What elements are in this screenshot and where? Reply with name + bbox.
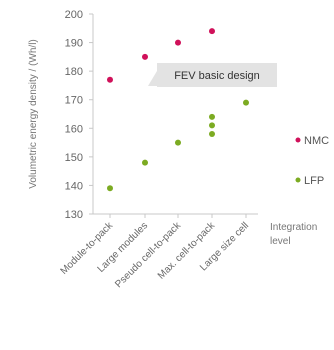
- y-tick-label: 130: [65, 209, 83, 221]
- annotation-label: FEV basic design: [174, 70, 260, 82]
- y-tick-label: 150: [65, 152, 83, 164]
- y-tick-label: 200: [65, 9, 83, 21]
- lfp-point: [209, 122, 215, 129]
- lfp-point: [142, 159, 148, 166]
- y-axis-title: Volumetric energy density / (Wh/l): [28, 39, 39, 189]
- nmc-point: [209, 28, 215, 35]
- legend-label-lfp: LFP: [304, 175, 324, 187]
- lfp-point: [209, 113, 215, 120]
- x-tick-label: Max. cell-to-pack: [156, 220, 218, 282]
- x-tick-label: Pseudo cell-to-pack: [113, 220, 184, 291]
- x-axis-title: Integration level: [270, 222, 317, 247]
- legend-label-nmc: NMC: [304, 135, 329, 147]
- y-tick-label: 170: [65, 95, 83, 107]
- nmc-point: [107, 76, 113, 83]
- annotation-pointer: [148, 71, 166, 86]
- lfp-point: [243, 99, 249, 106]
- legend-marker-lfp: [295, 177, 301, 183]
- lfp-point: [175, 139, 181, 146]
- nmc-point: [142, 53, 148, 60]
- legend-marker-nmc: [295, 137, 301, 143]
- y-tick-label: 180: [65, 66, 83, 78]
- y-tick-label: 160: [65, 123, 83, 135]
- y-tick-label: 190: [65, 38, 83, 50]
- lfp-point: [107, 185, 113, 192]
- nmc-point: [175, 39, 181, 46]
- lfp-point: [209, 131, 215, 137]
- annotation-box: [157, 63, 277, 87]
- y-tick-label: 140: [65, 180, 83, 192]
